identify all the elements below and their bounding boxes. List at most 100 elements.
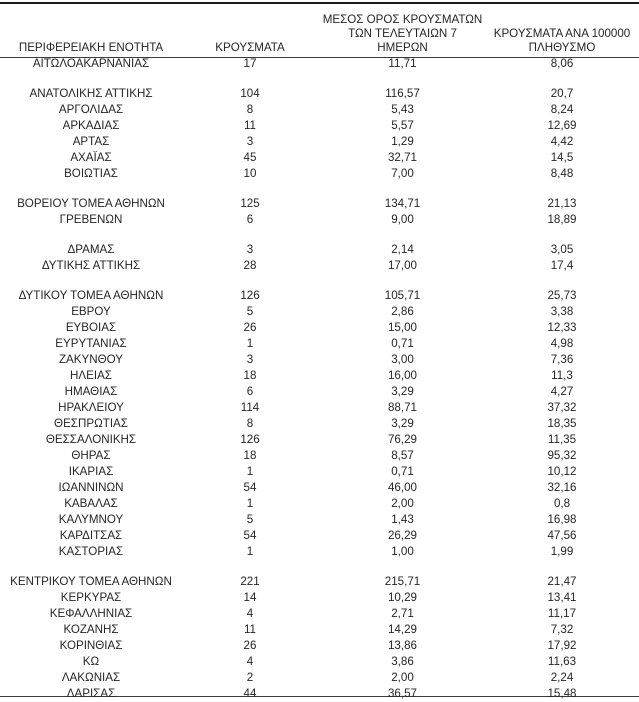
cell-cases-per-100000: 4,27 — [550, 385, 574, 398]
column-header-per100000-line-2: ΠΛΗΘΥΣΜΟ — [528, 41, 596, 54]
table-row: ΒΟΙΩΤΙΑΣ 10 7,00 8,48 — [0, 166, 639, 182]
group-spacer-row — [0, 228, 639, 242]
cell-cases: 104 — [240, 87, 260, 100]
table-row: ΚΑΛΥΜΝΟΥ 5 1,43 16,98 — [0, 512, 639, 528]
group-spacer-cell — [180, 182, 320, 196]
cell-cases: 125 — [240, 197, 260, 210]
table-row: ΒΟΡΕΙΟΥ ΤΟΜΕΑ ΑΘΗΝΩΝ 125 134,71 21,13 — [0, 196, 639, 212]
cell-cases-per-100000: 47,56 — [547, 529, 577, 542]
cell-cases-per-100000: 37,32 — [547, 401, 577, 414]
cell-regional-unit: ΗΛΕΙΑΣ — [70, 369, 112, 382]
cell-average-7-days: 3,29 — [391, 417, 414, 430]
column-header-cases-per-100000: ΚΡΟΥΣΜΑΤΑ ΑΝΑ 100000 ΠΛΗΘΥΣΜΟ — [485, 0, 639, 55]
group-spacer-cell — [320, 228, 485, 242]
table-row: ΑΙΤΩΛΟΑΚΑΡΝΑΝΙΑΣ 17 11,71 8,06 — [0, 55, 639, 72]
cell-average-7-days: 76,29 — [387, 433, 417, 446]
cell-cases-per-100000: 15,48 — [547, 687, 577, 700]
group-spacer-cell — [180, 560, 320, 574]
cell-cases: 1 — [246, 337, 254, 350]
cell-regional-unit: ΒΟΡΕΙΟΥ ΤΟΜΕΑ ΑΘΗΝΩΝ — [17, 197, 165, 210]
cell-cases-per-100000: 14,5 — [550, 151, 574, 164]
column-header-average-line-3: ΗΜΕΡΩΝ — [377, 41, 428, 54]
cell-cases-per-100000: 17,4 — [550, 259, 574, 272]
cell-average-7-days: 0,71 — [391, 337, 414, 350]
cell-average-7-days: 2,14 — [391, 243, 414, 256]
table-row: ΚΟΖΑΝΗΣ 11 14,29 7,32 — [0, 622, 639, 638]
cell-average-7-days: 32,71 — [387, 151, 417, 164]
cell-cases: 44 — [243, 687, 257, 700]
cell-cases: 18 — [243, 449, 257, 462]
cell-average-7-days: 7,00 — [391, 167, 414, 180]
cell-cases-per-100000: 1,99 — [550, 545, 574, 558]
cell-cases: 45 — [243, 151, 257, 164]
cell-cases: 8 — [246, 417, 254, 430]
cell-regional-unit: ΖΑΚΥΝΘΟΥ — [58, 353, 124, 366]
cell-average-7-days: 10,29 — [387, 591, 417, 604]
cell-regional-unit: ΛΑΡΙΣΑΣ — [66, 687, 116, 700]
column-header-average-line-1: ΜΕΣΟΣ ΟΡΟΣ ΚΡΟΥΣΜΑΤΩΝ — [322, 13, 483, 26]
cell-regional-unit: ΚΟΡΙΝΘΙΑΣ — [59, 639, 123, 652]
group-spacer-cell — [0, 72, 180, 86]
cell-cases-per-100000: 8,48 — [550, 167, 574, 180]
table-row: ΕΥΡΥΤΑΝΙΑΣ 1 0,71 4,98 — [0, 336, 639, 352]
cell-regional-unit: ΑΙΤΩΛΟΑΚΑΡΝΑΝΙΑΣ — [32, 57, 150, 70]
group-spacer-cell — [0, 274, 180, 288]
table-row: ΛΑΚΩΝΙΑΣ 2 2,00 2,24 — [0, 670, 639, 686]
cell-regional-unit: ΑΡΚΑΔΙΑΣ — [62, 119, 120, 132]
cell-cases: 3 — [246, 353, 254, 366]
cell-cases: 6 — [246, 213, 254, 226]
cell-cases: 126 — [240, 433, 260, 446]
cell-cases-per-100000: 18,89 — [547, 213, 577, 226]
group-spacer-cell — [180, 72, 320, 86]
column-header-regional-unit-line-1: ΠΕΡΙΦΕΡΕΙΑΚΗ ΕΝΟΤΗΤΑ — [18, 41, 164, 54]
group-spacer-cell — [0, 560, 180, 574]
cell-cases: 26 — [243, 321, 257, 334]
cell-cases: 1 — [246, 465, 254, 478]
cell-cases: 3 — [246, 135, 254, 148]
cell-cases-per-100000: 3,05 — [550, 243, 574, 256]
table-row: ΘΕΣΠΡΩΤΙΑΣ 8 3,29 18,35 — [0, 416, 639, 432]
cell-regional-unit: ΘΗΡΑΣ — [71, 449, 111, 462]
group-spacer-cell — [485, 182, 639, 196]
cell-cases-per-100000: 2,24 — [550, 671, 574, 684]
cell-regional-unit: ΔΥΤΙΚΗΣ ΑΤΤΙΚΗΣ — [41, 259, 141, 272]
table-row: ΚΑΡΔΙΤΣΑΣ 54 26,29 47,56 — [0, 528, 639, 544]
cell-cases: 126 — [240, 289, 260, 302]
table-row: ΗΜΑΘΙΑΣ 6 3,29 4,27 — [0, 384, 639, 400]
cell-average-7-days: 215,71 — [384, 575, 421, 588]
cell-average-7-days: 8,57 — [391, 449, 414, 462]
group-spacer-cell — [320, 560, 485, 574]
cell-cases-per-100000: 8,24 — [550, 103, 574, 116]
cell-average-7-days: 134,71 — [384, 197, 421, 210]
cell-regional-unit: ΚΩ — [82, 655, 100, 668]
group-spacer-cell — [0, 182, 180, 196]
cell-cases: 14 — [243, 591, 257, 604]
table-row: ΙΚΑΡΙΑΣ 1 0,71 10,12 — [0, 464, 639, 480]
table-row: ΔΥΤΙΚΗΣ ΑΤΤΙΚΗΣ 28 17,00 17,4 — [0, 258, 639, 274]
column-header-cases-line-1: ΚΡΟΥΣΜΑΤΑ — [215, 41, 285, 54]
cell-average-7-days: 3,00 — [391, 353, 414, 366]
table-body: ΑΙΤΩΛΟΑΚΑΡΝΑΝΙΑΣ 17 11,71 8,06 ΑΝΑΤΟΛΙΚΗΣ Α… — [0, 55, 639, 702]
cell-average-7-days: 1,00 — [391, 545, 414, 558]
cell-regional-unit: ΑΧΑΪΑΣ — [70, 151, 112, 164]
cell-cases: 11 — [243, 119, 257, 132]
cell-cases: 6 — [246, 385, 254, 398]
table-row: ΑΝΑΤΟΛΙΚΗΣ ΑΤΤΙΚΗΣ 104 116,57 20,7 — [0, 86, 639, 102]
cell-cases-per-100000: 17,92 — [547, 639, 577, 652]
cell-average-7-days: 2,86 — [391, 305, 414, 318]
cell-regional-unit: ΕΒΡΟΥ — [71, 305, 111, 318]
table-row: ΚΕΡΚΥΡΑΣ 14 10,29 13,41 — [0, 590, 639, 606]
cell-cases-per-100000: 10,12 — [547, 465, 577, 478]
cell-cases-per-100000: 4,42 — [550, 135, 574, 148]
table-row: ΑΧΑΪΑΣ 45 32,71 14,5 — [0, 150, 639, 166]
cell-regional-unit: ΚΟΖΑΝΗΣ — [63, 623, 119, 636]
cell-average-7-days: 105,71 — [384, 289, 421, 302]
cell-regional-unit: ΗΡΑΚΛΕΙΟΥ — [58, 401, 124, 414]
cell-cases: 54 — [243, 529, 257, 542]
cell-regional-unit: ΚΕΡΚΥΡΑΣ — [60, 591, 122, 604]
table-row: ΑΡΓΟΛΙΔΑΣ 8 5,43 8,24 — [0, 102, 639, 118]
cell-regional-unit: ΑΝΑΤΟΛΙΚΗΣ ΑΤΤΙΚΗΣ — [29, 87, 153, 100]
table-row: ΘΗΡΑΣ 18 8,57 95,32 — [0, 448, 639, 464]
group-spacer-cell — [320, 72, 485, 86]
group-spacer-cell — [320, 182, 485, 196]
